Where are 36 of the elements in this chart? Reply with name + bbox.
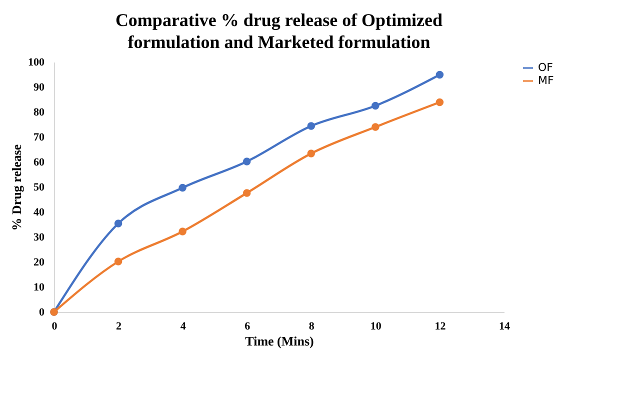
point <box>178 184 186 192</box>
y-tick-label: 100 <box>28 56 45 68</box>
y-tick-label: 0 <box>39 306 45 318</box>
x-tick-label: 12 <box>434 320 446 332</box>
point <box>372 102 380 110</box>
point <box>242 189 251 197</box>
point <box>436 70 444 79</box>
x-tick-label: 0 <box>52 320 58 332</box>
chart-title: Comparative % drug release of Optimized formulation and Marketed formulation <box>115 10 443 52</box>
x-axis-title: Time (Mins) <box>245 334 314 348</box>
point <box>307 150 316 158</box>
y-tick-label: 30 <box>34 232 45 244</box>
y-tick-label: 10 <box>34 282 45 294</box>
x-tick-label: 2 <box>116 320 122 332</box>
legend-label: OF <box>538 61 553 74</box>
y-tick-label: 50 <box>34 182 45 194</box>
point <box>307 122 316 130</box>
y-tick-label: 20 <box>34 256 45 268</box>
point <box>242 158 251 166</box>
x-tick-label: 6 <box>244 320 251 332</box>
x-tick-label: 4 <box>180 320 186 332</box>
y-axis-title: % Drug release <box>9 144 24 231</box>
point <box>114 220 122 228</box>
y-tick-label: 90 <box>34 82 45 94</box>
y-tick-label: 60 <box>34 156 45 168</box>
y-tick-label: 40 <box>34 206 45 218</box>
x-tick-label: 14 <box>499 320 510 332</box>
x-tick-label: 10 <box>370 320 382 332</box>
point <box>436 98 444 106</box>
y-tick-label: 70 <box>34 132 45 144</box>
y-tick-label: 80 <box>34 106 45 118</box>
legend-label: MF <box>538 74 554 87</box>
point <box>178 228 186 236</box>
x-tick-label: 8 <box>308 320 315 332</box>
point <box>372 123 380 131</box>
point <box>114 258 122 266</box>
